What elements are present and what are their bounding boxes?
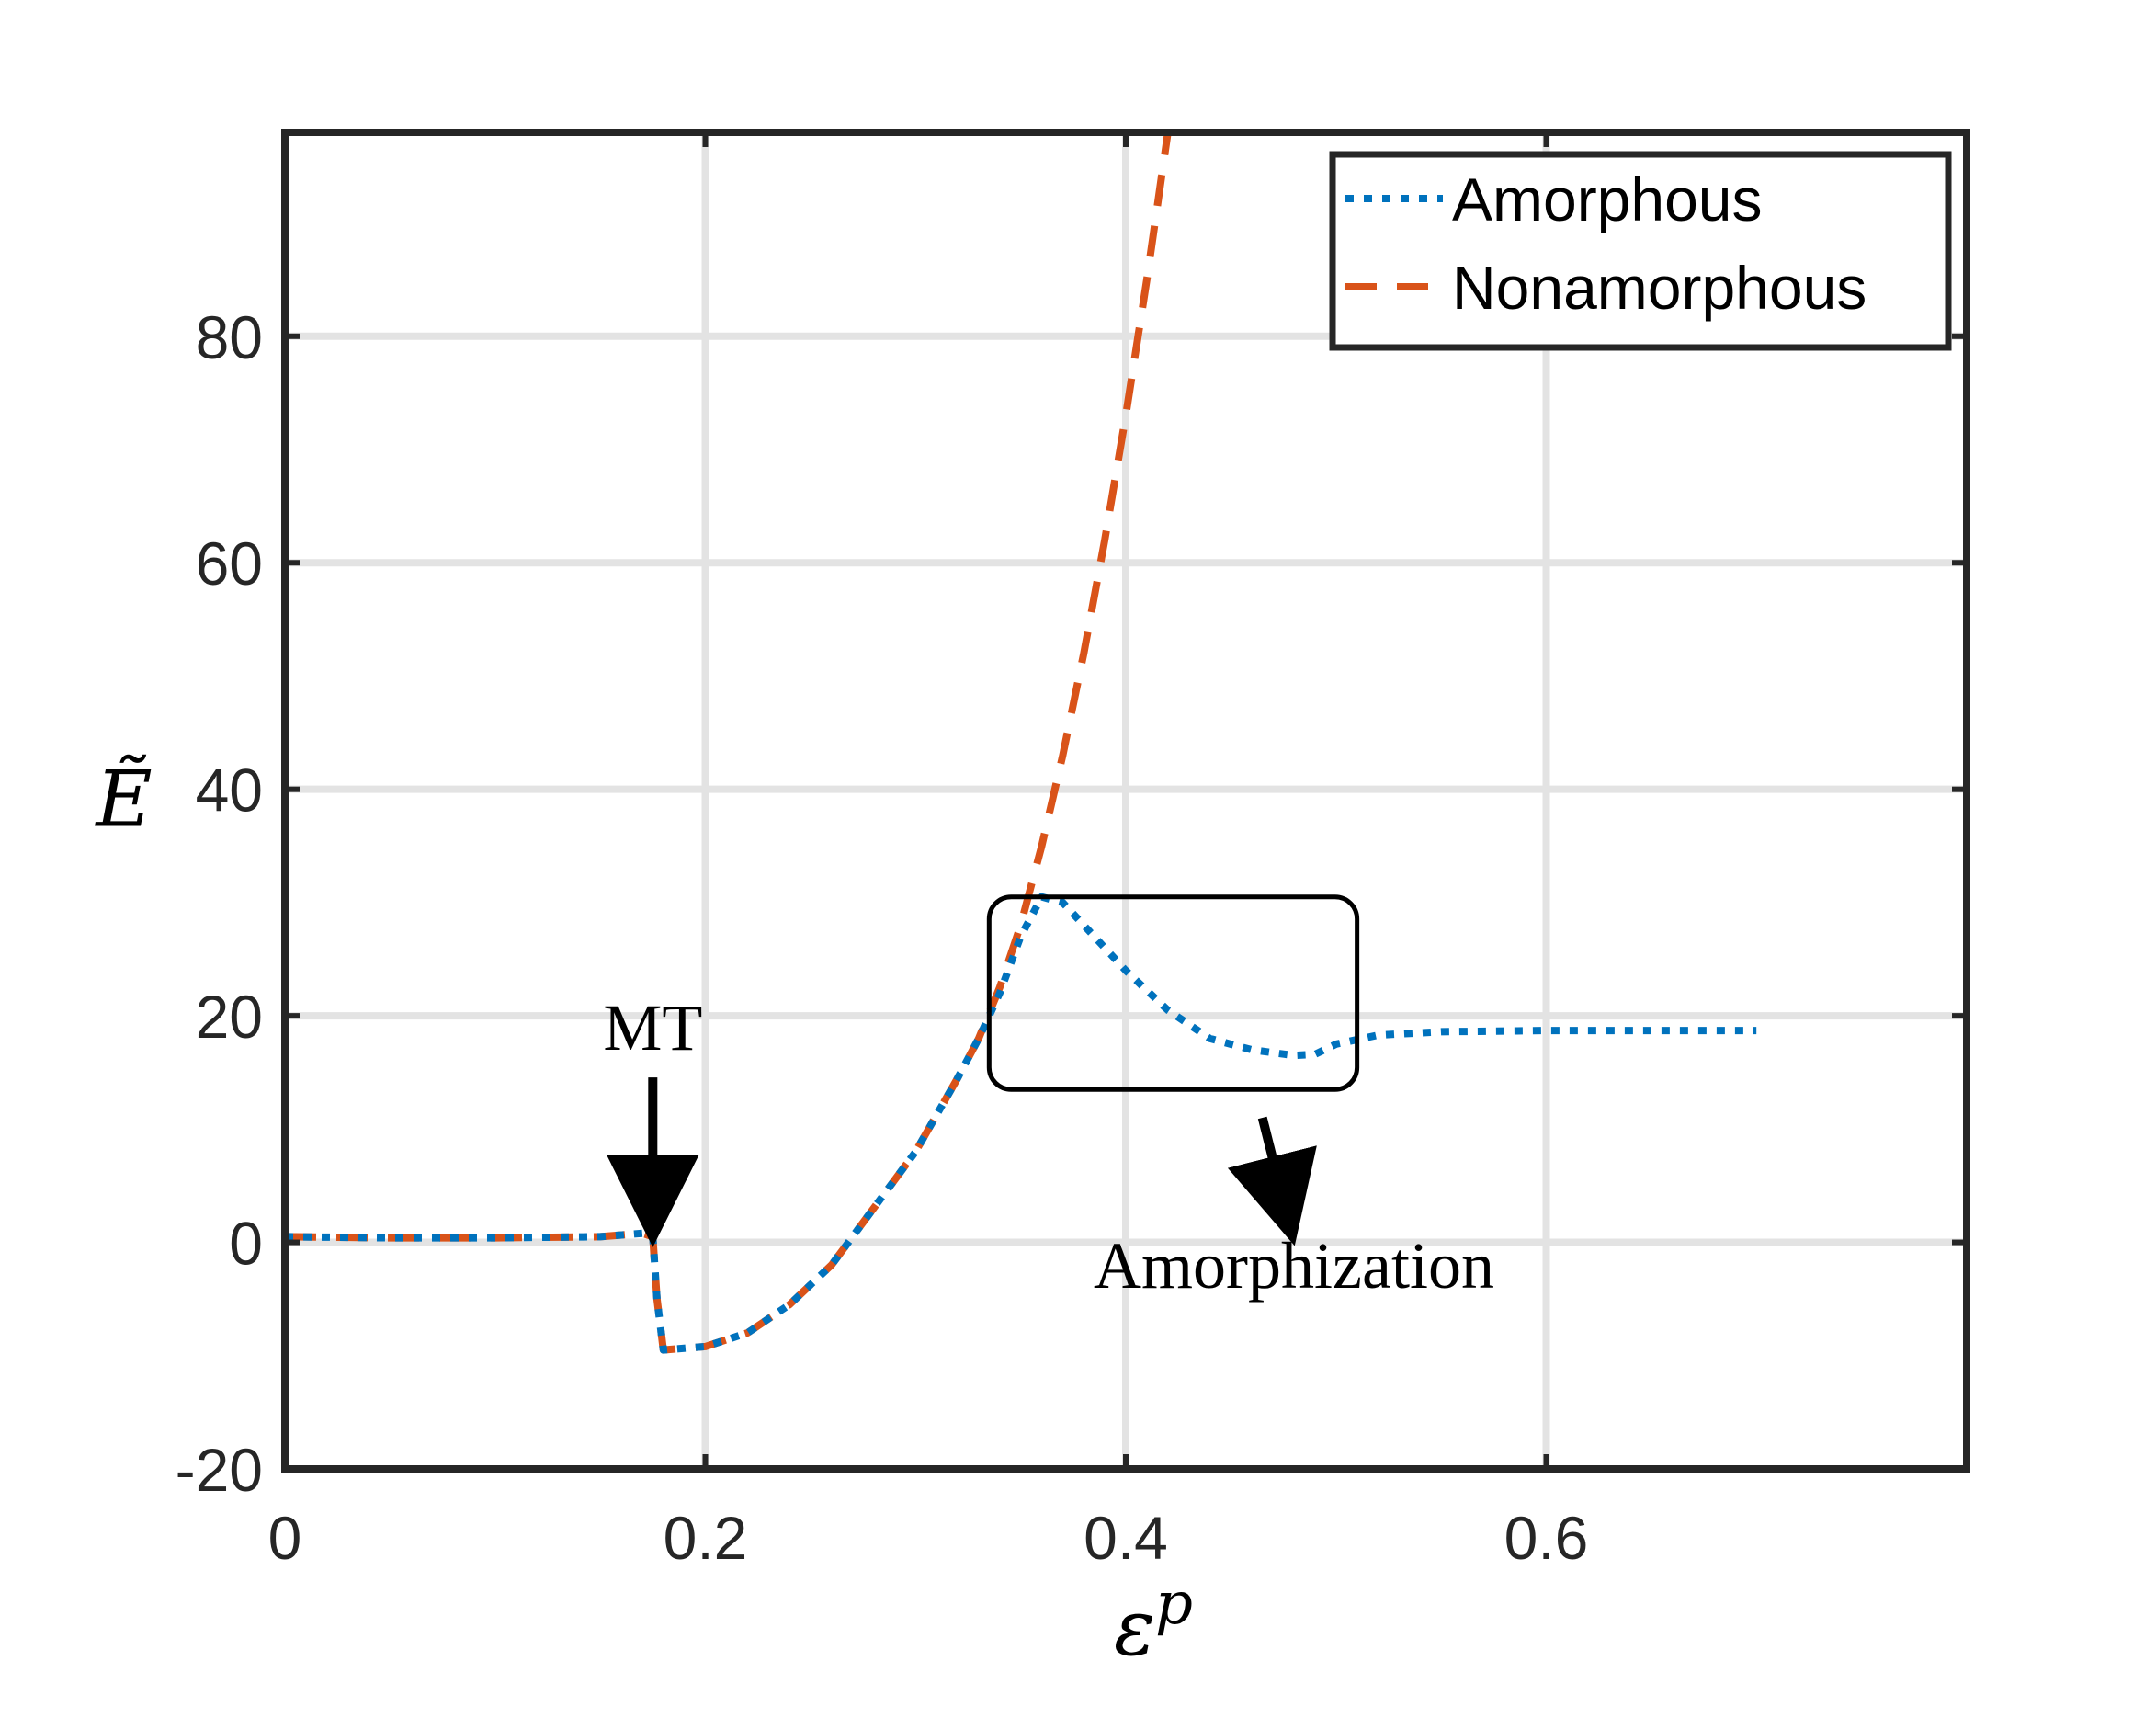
y-tick-label-1: 0 (229, 1210, 263, 1278)
x-tick-label-1: 0.2 (664, 1504, 748, 1572)
mt-annotation: MT (603, 991, 702, 1064)
amorphization-arrow (1227, 1116, 1317, 1246)
y-tick-label-5: 80 (196, 303, 263, 371)
annotations: MT Amorphization (603, 894, 1494, 1303)
legend-box (1329, 151, 1952, 351)
y-tick-label-0: -20 (176, 1436, 263, 1504)
x-axis-label: εp (1114, 1570, 1193, 1673)
y-tick-label-2: 20 (196, 983, 263, 1051)
amorphization-annotation: Amorphization (1094, 1229, 1494, 1303)
y-tick-label-3: 40 (196, 757, 263, 825)
legend: Amorphous Nonamorphous (1329, 151, 1952, 351)
legend-label-nonamorphous: Nonamorphous (1452, 254, 1867, 322)
y-axis-label: Ẽ (94, 755, 152, 845)
x-tick-label-3: 0.6 (1504, 1504, 1589, 1572)
series-line-nonamorphous (284, 131, 1172, 1354)
x-axis-label-superscript: p (1155, 1570, 1193, 1638)
x-tick-label-0: 0 (268, 1504, 302, 1572)
series-line-amorphous (284, 893, 1757, 1354)
amorphization-highlight-box (986, 894, 1360, 1092)
x-axis-label-base: ε (1114, 1583, 1155, 1673)
x-tick-label-2: 0.4 (1084, 1504, 1168, 1572)
y-tick-label-4: 60 (196, 529, 263, 597)
legend-label-amorphous: Amorphous (1452, 165, 1763, 233)
series-layer (284, 131, 1757, 1354)
